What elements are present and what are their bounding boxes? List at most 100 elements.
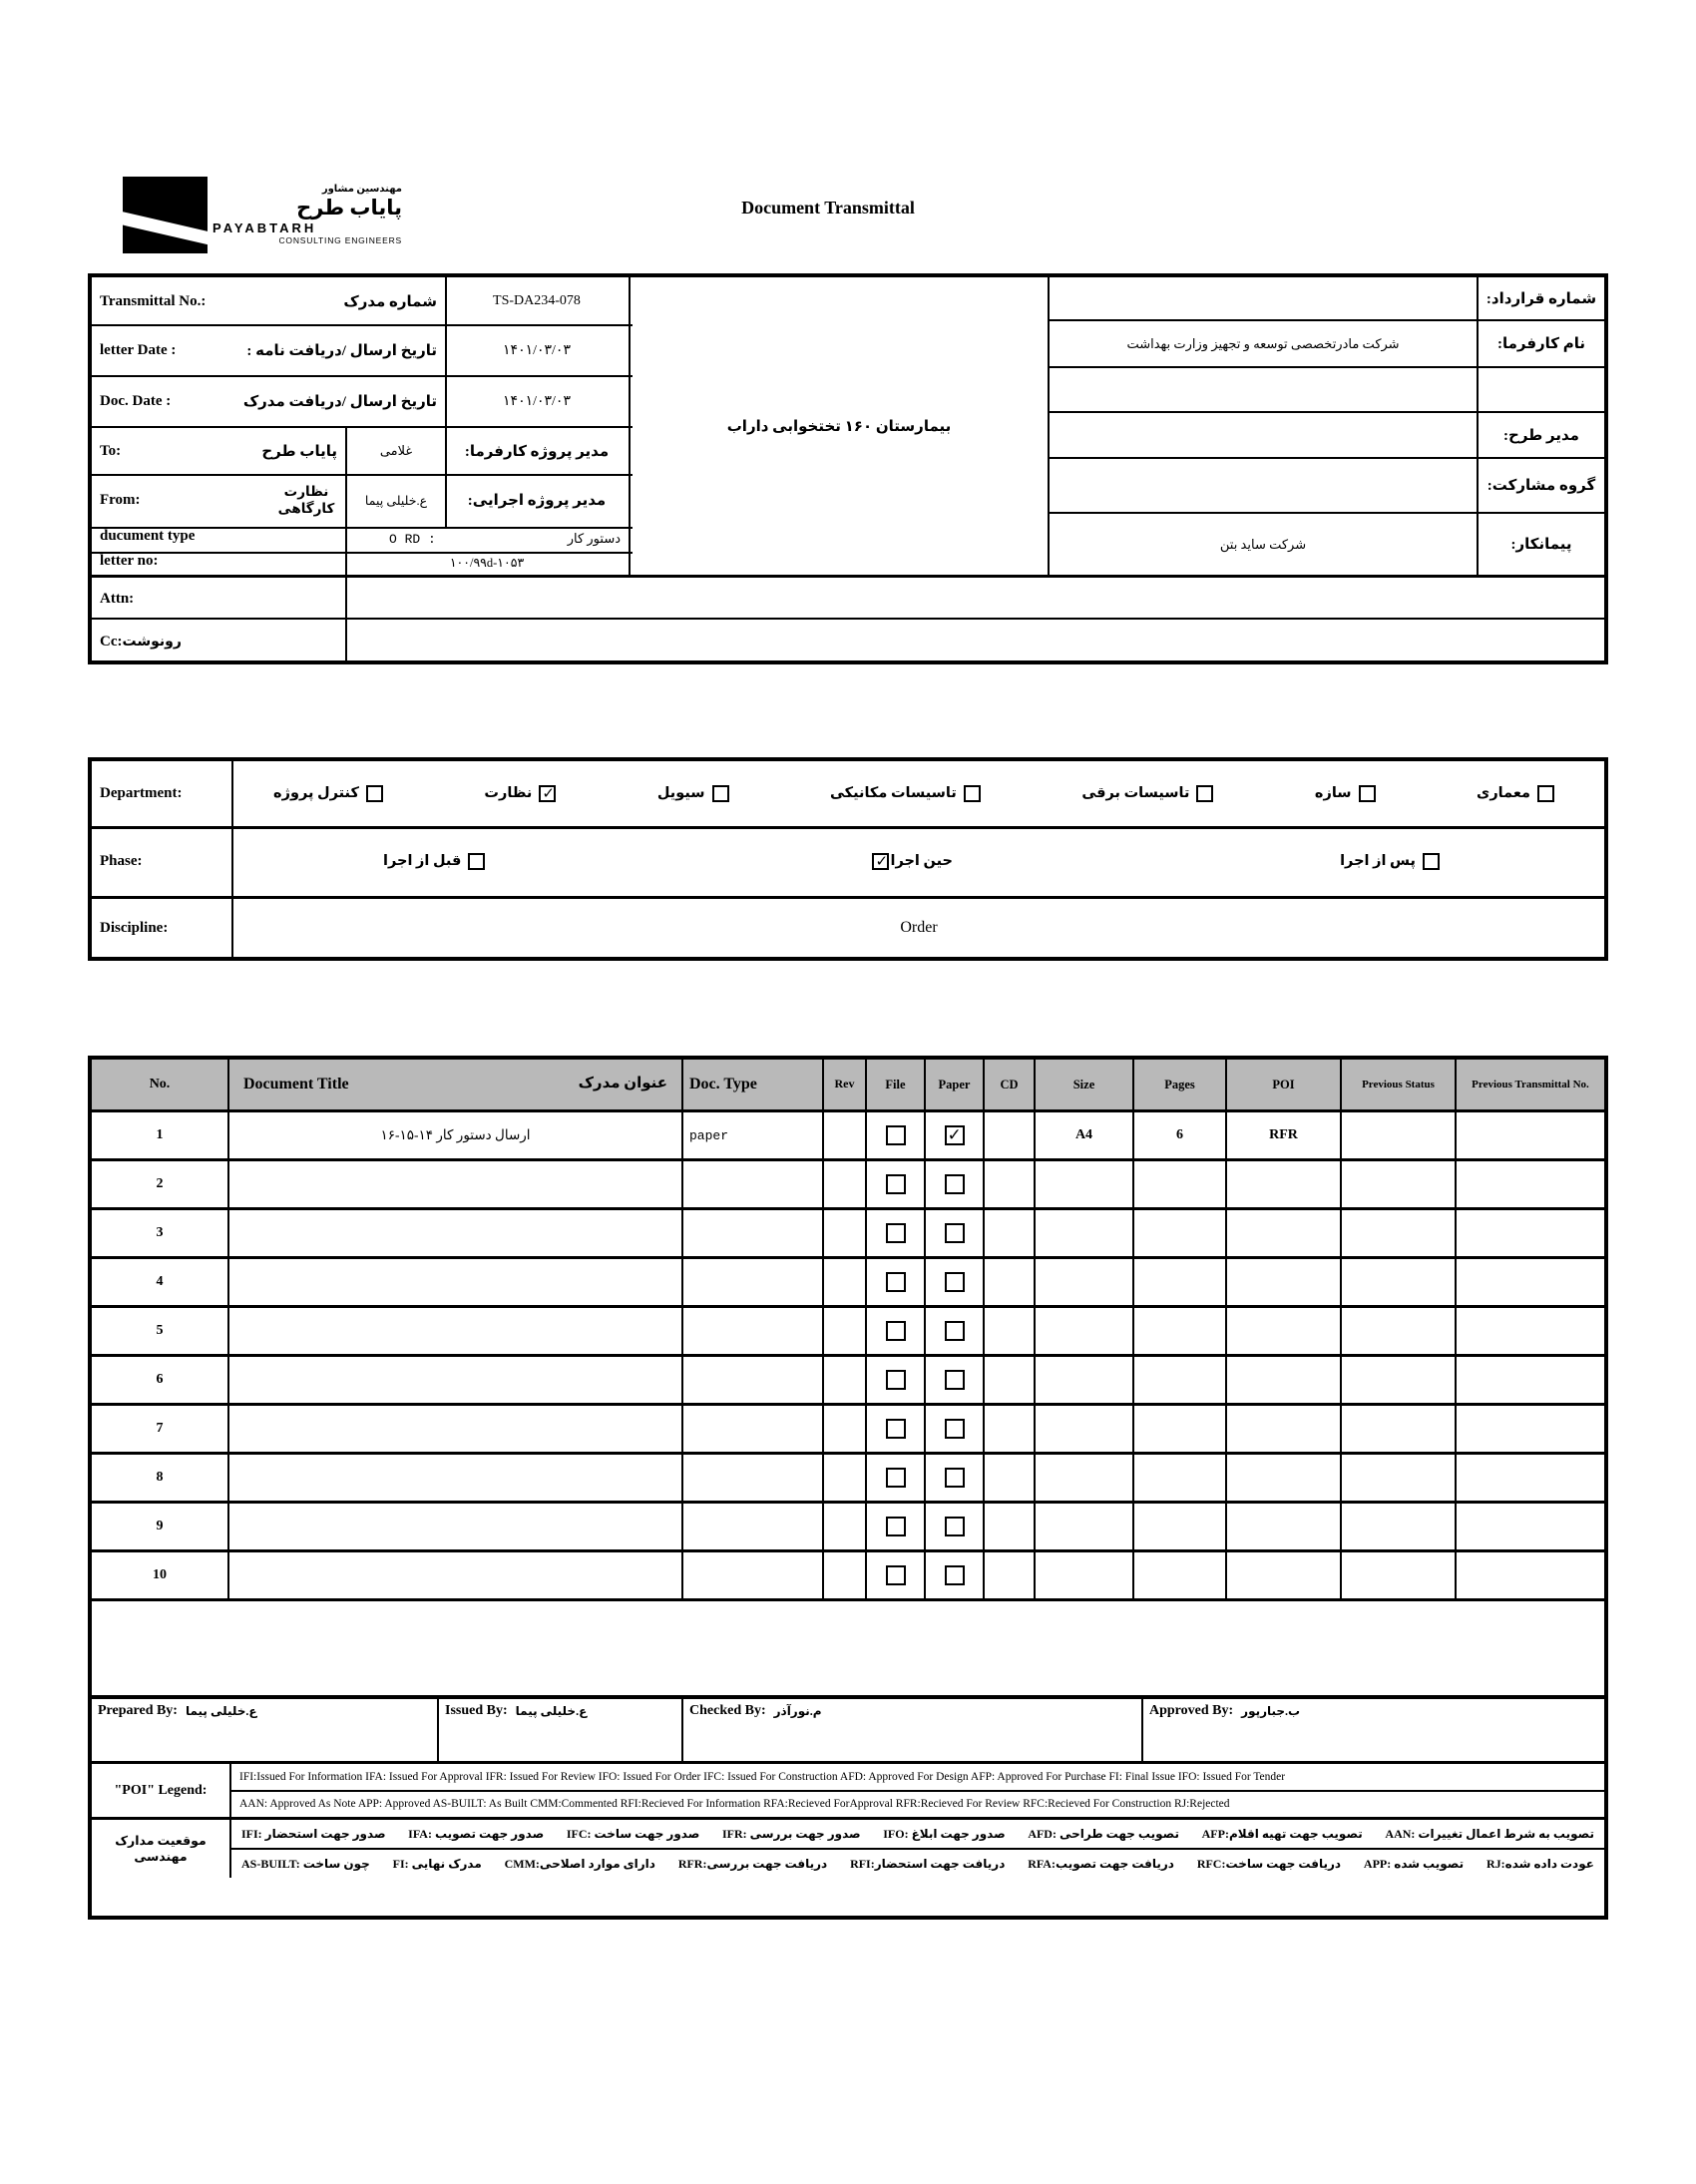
legend-item: AFD: تصویب جهت طراحی — [1028, 1826, 1179, 1841]
doc-row-3-cd — [985, 1210, 1036, 1259]
doc-row-9-prev-transmittal — [1457, 1504, 1604, 1552]
checkbox-icon — [468, 853, 486, 870]
doc-row-2-rev — [824, 1161, 867, 1210]
cc-value — [349, 626, 1596, 657]
doc-row-1-poi: RFR — [1227, 1112, 1342, 1161]
doc-date-label-en: Doc. Date : — [100, 392, 172, 409]
pm-value — [1050, 413, 1477, 457]
doc-row-8-size — [1036, 1455, 1134, 1504]
checkbox-icon — [944, 1370, 965, 1390]
phase-options: پس از اجرا حین اجرا قبل از اجرا — [233, 829, 1604, 894]
col-header-prev-status: Previous Status — [1342, 1060, 1457, 1112]
to-role-label: مدیر پروژه کارفرما: — [464, 443, 610, 460]
doc-row-7-prev-transmittal — [1457, 1406, 1604, 1455]
checkbox-icon — [885, 1468, 906, 1488]
doc-row-4-cd — [985, 1259, 1036, 1308]
pm-label: مدیر طرح: — [1503, 427, 1579, 444]
checkbox-icon — [944, 1468, 965, 1488]
doc-row-5-paper — [926, 1308, 985, 1357]
option-قبل از اجرا: قبل از اجرا — [383, 853, 486, 870]
from-value-fa: نظارت کارگاهی — [277, 483, 335, 516]
doc-row-6-doc-type — [683, 1357, 824, 1406]
doc-row-8-paper — [926, 1455, 985, 1504]
doc-row-7-size — [1036, 1406, 1134, 1455]
doc-row-9-rev — [824, 1504, 867, 1552]
checkbox-checked-icon — [872, 852, 890, 870]
option-تاسیسات برقی: تاسیسات برقی — [1081, 785, 1214, 802]
doc-row-10-prev-transmittal — [1457, 1552, 1604, 1601]
doc-row-9-cd — [985, 1504, 1036, 1552]
department-label: Department: — [100, 785, 183, 801]
blank-label — [1479, 368, 1604, 411]
fa-legend-line2: AS-BUILT: چون ساخت FI: مدرک نهایی CMM:دارا… — [231, 1850, 1604, 1878]
doc-row-7-no: 7 — [92, 1406, 229, 1455]
doc-row-4-pages — [1134, 1259, 1227, 1308]
option-label: معماری — [1477, 785, 1530, 801]
doc-row-4-paper — [926, 1259, 985, 1308]
approved-by-cell: Approved By: ب.جبارپور — [1143, 1699, 1604, 1761]
partnership-label: گروه مشارکت: — [1486, 478, 1596, 494]
client-label: نام کارفرما: — [1496, 336, 1586, 352]
checkbox-icon — [885, 1174, 906, 1194]
doc-date-value: ۱۴۰۱/۰۳/۰۳ — [503, 393, 571, 409]
doc-row-5-rev — [824, 1308, 867, 1357]
prepared-by-label: Prepared By: — [98, 1703, 178, 1718]
checkbox-icon — [1423, 853, 1440, 870]
cc-label: Cc: رونوشت — [100, 626, 337, 657]
logo-company-name: PAYABTARH — [212, 219, 317, 235]
document-grid: No. Document Title عنوان مدرک Doc. Type … — [92, 1060, 1604, 1601]
attn-value — [349, 583, 1596, 615]
doc-row-8-pages — [1134, 1455, 1227, 1504]
doc-row-3-rev — [824, 1210, 867, 1259]
doc-row-5-title — [229, 1308, 683, 1357]
doc-row-4-poi — [1227, 1259, 1342, 1308]
doc-row-10-title — [229, 1552, 683, 1601]
department-table: Department: Phase: Discipline: معماری ساز… — [88, 757, 1608, 961]
doc-row-6-rev — [824, 1357, 867, 1406]
option-سیویل: سیویل — [657, 785, 729, 802]
doc-row-6-pages — [1134, 1357, 1227, 1406]
fa-legend-label: موقعیت مدارک مهندسی — [92, 1820, 231, 1878]
checkbox-icon — [944, 1565, 965, 1585]
client-value: شرکت مادرتخصصی توسعه و تجهیز وزارت بهداش… — [1126, 335, 1400, 351]
doc-row-5-file — [867, 1308, 926, 1357]
col-header-no: No. — [92, 1060, 229, 1112]
transmittal-no-label-fa: شماره مدرک — [343, 293, 437, 310]
doc-row-2-size — [1036, 1161, 1134, 1210]
doc-row-7-poi — [1227, 1406, 1342, 1455]
page-title: Document Transmittal — [741, 198, 915, 218]
doc-row-4-prev-status — [1342, 1259, 1457, 1308]
doc-row-8-rev — [824, 1455, 867, 1504]
legend-item: CMM:دارای موارد اصلاحی — [504, 1856, 655, 1871]
doc-row-2-cd — [985, 1161, 1036, 1210]
col-header-rev: Rev — [824, 1060, 867, 1112]
doc-row-10-paper — [926, 1552, 985, 1601]
from-label-en: From: — [100, 492, 141, 508]
doc-row-3-paper — [926, 1210, 985, 1259]
checkbox-checked-icon — [539, 784, 557, 802]
doc-row-5-doc-type — [683, 1308, 824, 1357]
doc-row-6-no: 6 — [92, 1357, 229, 1406]
document-table: No. Document Title عنوان مدرک Doc. Type … — [88, 1056, 1608, 1920]
doc-row-8-poi — [1227, 1455, 1342, 1504]
contractor-label: پیمانکار: — [1510, 537, 1572, 553]
checkbox-icon — [885, 1272, 906, 1292]
doc-row-9-pages — [1134, 1504, 1227, 1552]
legend-item: AS-BUILT: چون ساخت — [241, 1856, 370, 1871]
legend-item: FI: مدرک نهایی — [392, 1856, 482, 1871]
doc-row-9-prev-status — [1342, 1504, 1457, 1552]
doc-row-6-prev-status — [1342, 1357, 1457, 1406]
doc-row-2-file — [867, 1161, 926, 1210]
doc-row-4-rev — [824, 1259, 867, 1308]
transmittal-no-row: Transmittal No.: شماره مدرک — [100, 285, 437, 317]
legend-item: RFR:دریافت جهت بررسی — [677, 1856, 828, 1871]
to-person: غلامی — [379, 443, 413, 458]
doc-row-4-doc-type — [683, 1259, 824, 1308]
checkbox-icon — [944, 1419, 965, 1439]
letter-date-label-fa: تاریخ ارسال /دریافت نامه : — [246, 342, 437, 359]
checkbox-icon — [885, 1370, 906, 1390]
doc-row-2-title — [229, 1161, 683, 1210]
contract-no-label: شماره قرارداد: — [1485, 290, 1597, 307]
document-type-code: O RD : — [389, 531, 436, 547]
doc-row-10-cd — [985, 1552, 1036, 1601]
